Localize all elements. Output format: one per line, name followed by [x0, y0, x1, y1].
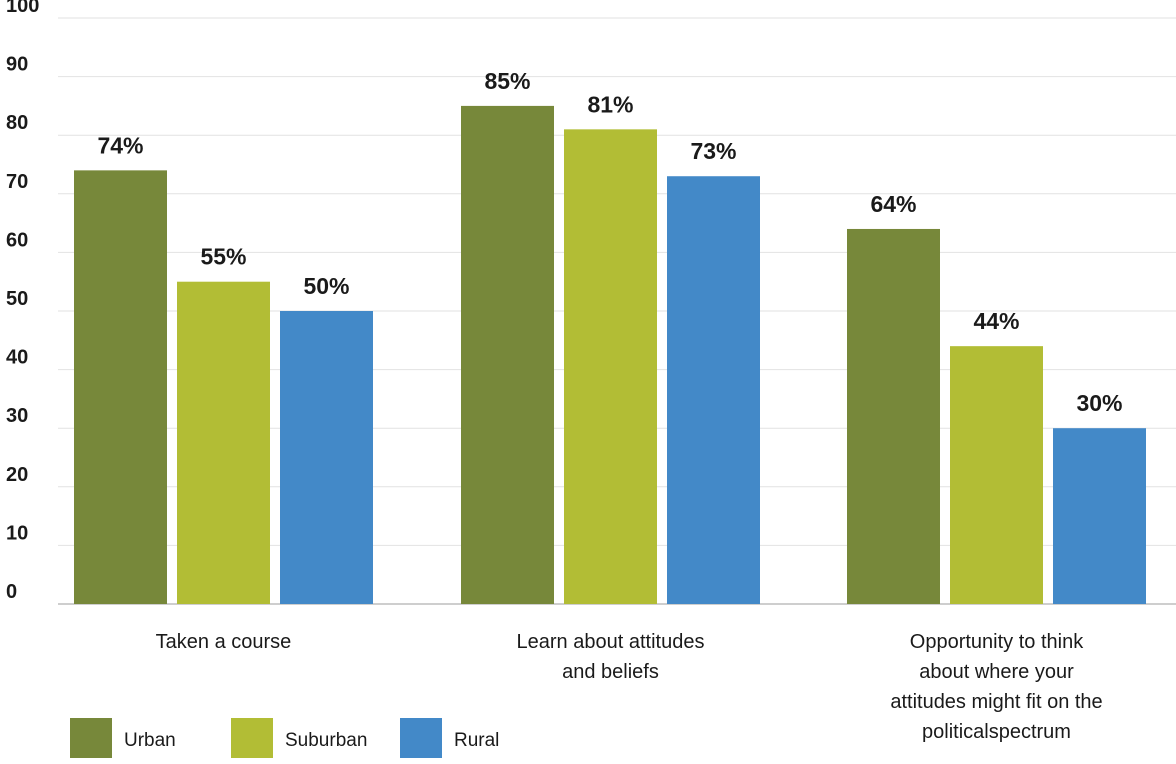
legend-swatch: [70, 718, 112, 758]
legend-label: Suburban: [285, 730, 367, 751]
bar-rural-1: [280, 311, 373, 604]
bar-urban-1: [74, 170, 167, 605]
data-label: 55%: [200, 244, 246, 270]
category-label-line: Opportunity to think: [910, 631, 1084, 653]
category-label-line: attitudes might fit on the: [890, 691, 1102, 713]
category-label: Opportunity to think about where your atti…: [890, 631, 1102, 743]
legend-item-urban: Urban: [70, 718, 176, 758]
data-label: 44%: [973, 308, 1019, 334]
legend-swatch: [231, 718, 273, 758]
y-tick-label: 60: [6, 229, 28, 251]
y-tick-label: 40: [6, 347, 28, 369]
legend: Urban Suburban Rural: [70, 718, 499, 758]
category-labels: Taken a course Learn about attitudes and b…: [156, 631, 1103, 743]
data-labels: 74% 55% 50% 85% 81% 73% 64% 44% 30%: [97, 68, 1122, 416]
data-label: 73%: [690, 138, 736, 164]
bar-suburban-3: [950, 346, 1043, 604]
y-tick-label: 70: [6, 171, 28, 193]
category-label-line: about where your: [919, 661, 1074, 683]
legend-item-suburban: Suburban: [231, 718, 367, 758]
y-tick-label: 80: [6, 112, 28, 134]
data-label: 81%: [587, 91, 633, 117]
bar-urban-3: [847, 228, 940, 604]
y-tick-label: 90: [6, 54, 28, 76]
data-label: 74%: [97, 132, 143, 158]
y-tick-label: 100: [6, 0, 39, 17]
data-label: 50%: [303, 273, 349, 299]
bar-urban-2: [461, 105, 554, 605]
category-label-line: and beliefs: [562, 661, 659, 683]
legend-label: Rural: [454, 730, 499, 751]
bar-rural-3: [1053, 428, 1146, 604]
data-label: 64%: [870, 191, 916, 217]
bar-suburban-1: [177, 281, 270, 604]
legend-item-rural: Rural: [400, 718, 499, 758]
y-tick-label: 30: [6, 405, 28, 427]
legend-label: Urban: [124, 730, 176, 751]
y-axis-ticks: 0 10 20 30 40 50 60 70 80 90 100: [6, 0, 39, 603]
data-label: 85%: [484, 68, 530, 94]
category-label-line: Taken a course: [156, 631, 292, 653]
y-tick-label: 50: [6, 288, 28, 310]
y-tick-label: 10: [6, 522, 28, 544]
y-tick-label: 20: [6, 464, 28, 486]
data-label: 30%: [1076, 390, 1122, 416]
y-tick-label: 0: [6, 581, 17, 603]
legend-swatch: [400, 718, 442, 758]
category-label-line: politicalspectrum: [922, 721, 1071, 743]
category-label: Learn about attitudes and beliefs: [517, 631, 705, 683]
bars: [74, 105, 1146, 605]
category-label-line: Learn about attitudes: [517, 631, 705, 653]
category-label: Taken a course: [156, 631, 292, 653]
bar-suburban-2: [564, 129, 657, 604]
bar-rural-2: [667, 176, 760, 604]
